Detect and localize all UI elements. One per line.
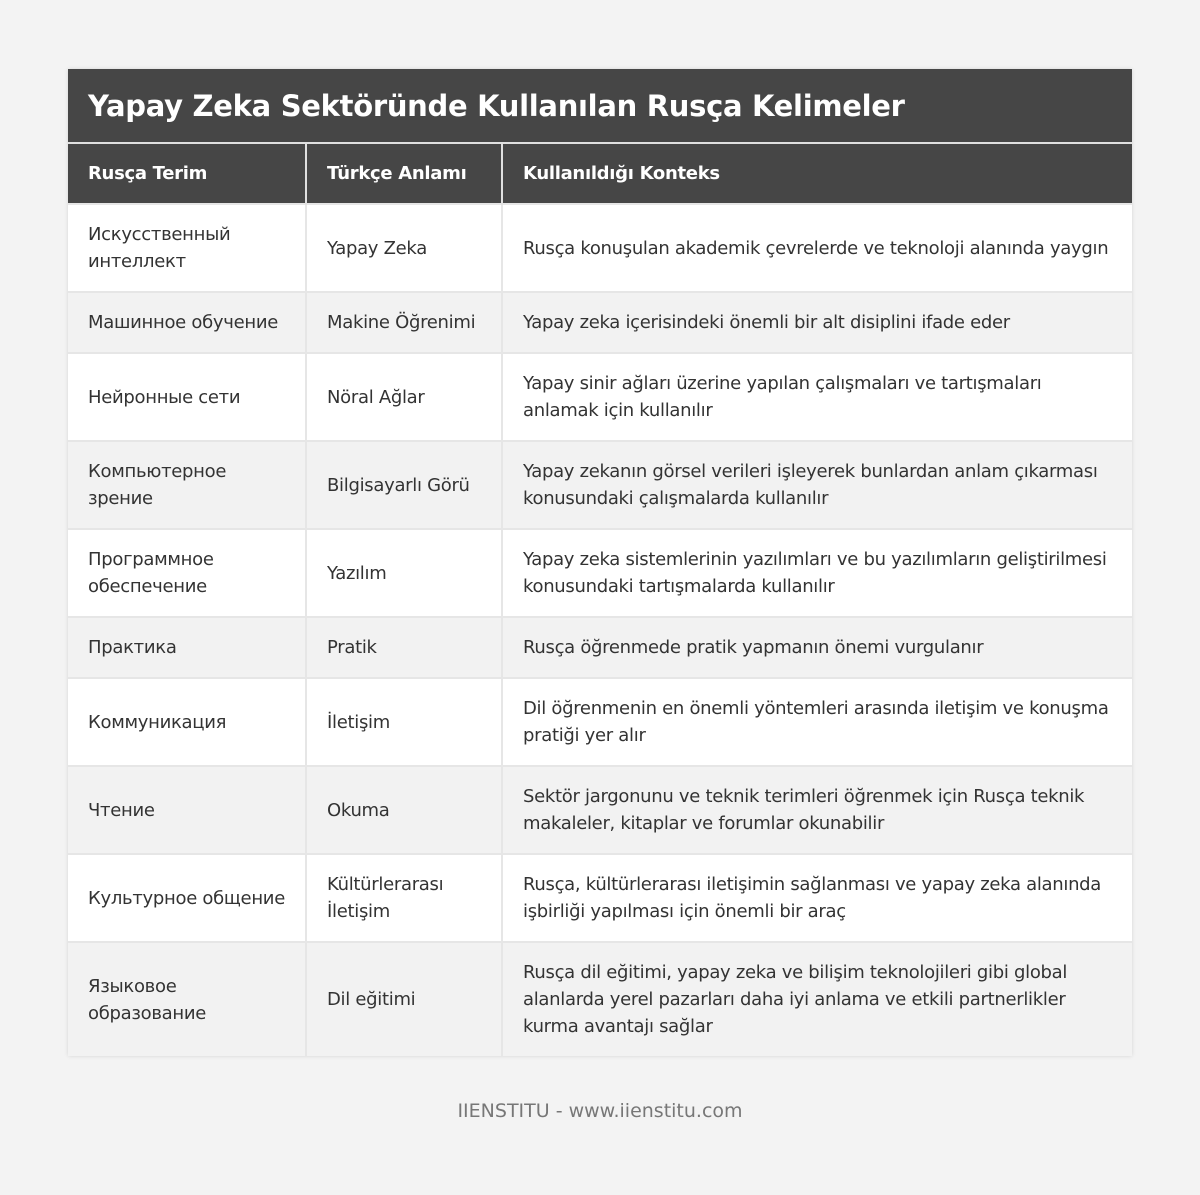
context-cell: Rusça dil eğitimi, yapay zeka ve bilişim… — [502, 941, 1132, 1056]
column-header-context: Kullanıldığı Konteks — [502, 144, 1132, 204]
table-row: Чтение Okuma Sektör jargonunu ve teknik te… — [68, 765, 1132, 854]
table-row: Языковое образование Dil eğitimi Rusça dil… — [68, 941, 1132, 1056]
turkish-meaning-cell: Kültürlerarası İletişim — [306, 853, 503, 942]
table-row: Машинное обучение Makine Öğrenimi Yapay ze… — [68, 291, 1132, 353]
turkish-meaning-cell: Okuma — [306, 765, 503, 854]
context-cell: Yapay zekanın görsel verileri işleyerek … — [502, 440, 1132, 529]
table-row: Компьютерное зрение Bilgisayarlı Görü Yapa… — [68, 440, 1132, 529]
table-title: Yapay Zeka Sektöründe Kullanılan Rusça K… — [68, 69, 1132, 144]
russian-term-cell: Чтение — [68, 765, 307, 854]
context-cell: Sektör jargonunu ve teknik terimleri öğr… — [502, 765, 1132, 854]
russian-term-cell: Практика — [68, 616, 307, 678]
russian-term-cell: Компьютерное зрение — [68, 440, 307, 529]
turkish-meaning-cell: Dil eğitimi — [306, 941, 503, 1056]
context-cell: Yapay zeka içerisindeki önemli bir alt d… — [502, 291, 1132, 353]
turkish-meaning-cell: Pratik — [306, 616, 503, 678]
russian-term-cell: Программное обеспечение — [68, 528, 307, 617]
table-row: Коммуникация İletişim Dil öğrenmenin en ön… — [68, 677, 1132, 766]
footer-credit: IIENSTITU - www.iienstitu.com — [457, 1100, 743, 1122]
context-cell: Dil öğrenmenin en önemli yöntemleri aras… — [502, 677, 1132, 766]
column-header-turkish-meaning: Türkçe Anlamı — [306, 144, 503, 204]
turkish-meaning-cell: Makine Öğrenimi — [306, 291, 503, 353]
russian-term-cell: Искусственный интеллект — [68, 203, 307, 292]
russian-term-cell: Машинное обучение — [68, 291, 307, 353]
context-cell: Yapay sinir ağları üzerine yapılan çalış… — [502, 352, 1132, 441]
turkish-meaning-cell: Yazılım — [306, 528, 503, 617]
table-row: Искусственный интеллект Yapay Zeka Rusça k… — [68, 203, 1132, 292]
context-cell: Rusça, kültürlerarası iletişimin sağlanm… — [502, 853, 1132, 942]
header-row: Rusça Terim Türkçe Anlamı Kullanıldığı K… — [68, 144, 1132, 204]
russian-term-cell: Языковое образование — [68, 941, 307, 1056]
table-row: Нейронные сети Nöral Ağlar Yapay sinir ağl… — [68, 352, 1132, 441]
russian-term-cell: Нейронные сети — [68, 352, 307, 441]
russian-term-cell: Коммуникация — [68, 677, 307, 766]
table-card: Yapay Zeka Sektöründe Kullanılan Rusça K… — [68, 69, 1132, 1056]
russian-term-cell: Культурное общение — [68, 853, 307, 942]
table-row: Программное обеспечение Yazılım Yapay zeka… — [68, 528, 1132, 617]
turkish-meaning-cell: İletişim — [306, 677, 503, 766]
turkish-meaning-cell: Yapay Zeka — [306, 203, 503, 292]
turkish-meaning-cell: Nöral Ağlar — [306, 352, 503, 441]
column-header-russian-term: Rusça Terim — [68, 144, 307, 204]
table-row: Культурное общение Kültürlerarası İletişi… — [68, 853, 1132, 942]
table-row: Практика Pratik Rusça öğrenmede pratik yap… — [68, 616, 1132, 678]
context-cell: Rusça öğrenmede pratik yapmanın önemi vu… — [502, 616, 1132, 678]
context-cell: Yapay zeka sistemlerinin yazılımları ve … — [502, 528, 1132, 617]
context-cell: Rusça konuşulan akademik çevrelerde ve t… — [502, 203, 1132, 292]
data-table: Rusça Terim Türkçe Anlamı Kullanıldığı K… — [68, 144, 1132, 1056]
turkish-meaning-cell: Bilgisayarlı Görü — [306, 440, 503, 529]
